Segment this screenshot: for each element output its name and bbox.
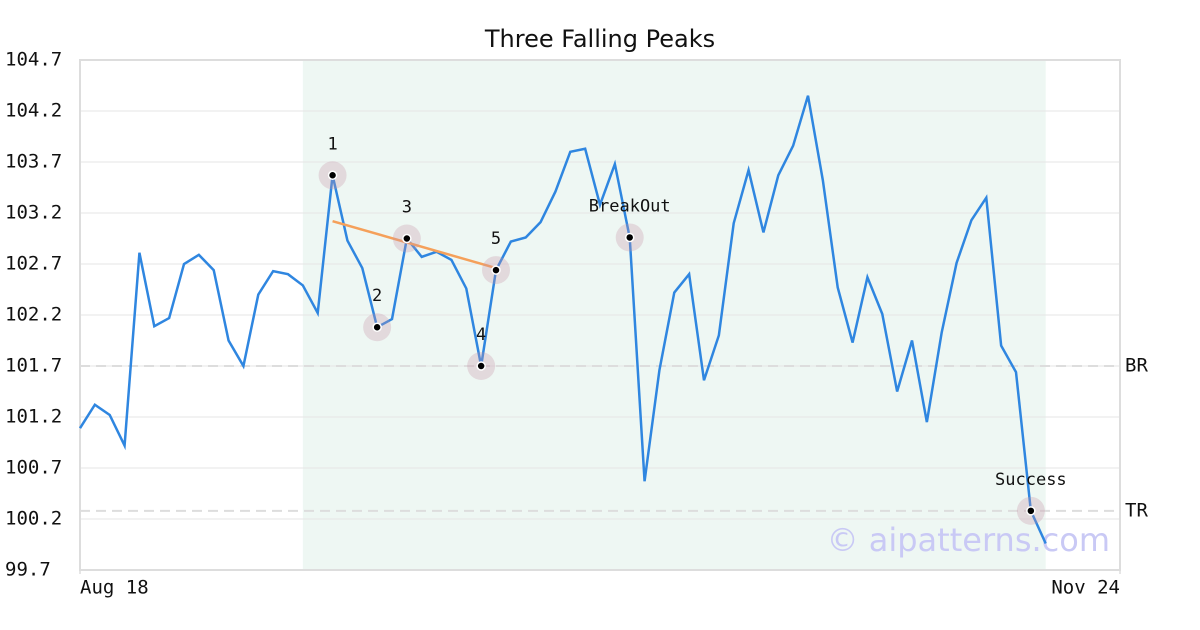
- y-tick-label: 103.7: [5, 151, 62, 173]
- y-tick-label: 102.7: [5, 253, 62, 275]
- watermark: © aipatterns.com: [827, 521, 1110, 559]
- annotation-label: 5: [491, 229, 501, 249]
- annotation-dot: [327, 170, 338, 181]
- y-tick-label: 100.2: [5, 508, 62, 530]
- y-tick-label: 102.2: [5, 304, 62, 326]
- plot-frame: [79, 59, 1121, 571]
- chart-title: Three Falling Peaks: [484, 25, 715, 53]
- level-label: TR: [1125, 499, 1148, 521]
- annotation-dot: [372, 322, 382, 332]
- annotation-dot: [402, 233, 412, 244]
- annotation-label: BreakOut: [589, 196, 671, 216]
- y-tick-label: 101.2: [5, 406, 62, 428]
- y-tick-label: 101.7: [5, 355, 62, 377]
- annotation-dot: [491, 265, 501, 275]
- trendline: [332, 219, 497, 270]
- y-tick-label: 104.2: [5, 100, 62, 122]
- annotation-label: 1: [327, 134, 337, 154]
- annotation-dot: [1026, 506, 1036, 516]
- annotation-dot: [624, 232, 635, 243]
- y-tick-label: 99.7: [5, 559, 51, 581]
- annotation-label: 4: [476, 325, 486, 345]
- x-tick-label: Nov 24: [1051, 577, 1120, 599]
- x-tick-label: Aug 18: [80, 577, 149, 599]
- level-label: BR: [1125, 355, 1148, 377]
- annotation-label: 2: [372, 286, 382, 306]
- price-line: [78, 95, 1047, 544]
- annotation-dot: [476, 361, 486, 371]
- y-tick-label: 100.7: [5, 457, 62, 479]
- y-tick-label: 103.2: [5, 202, 62, 224]
- annotation-label: 3: [402, 198, 412, 218]
- y-tick-label: 104.7: [5, 49, 62, 71]
- annotation-label: Success: [995, 470, 1067, 490]
